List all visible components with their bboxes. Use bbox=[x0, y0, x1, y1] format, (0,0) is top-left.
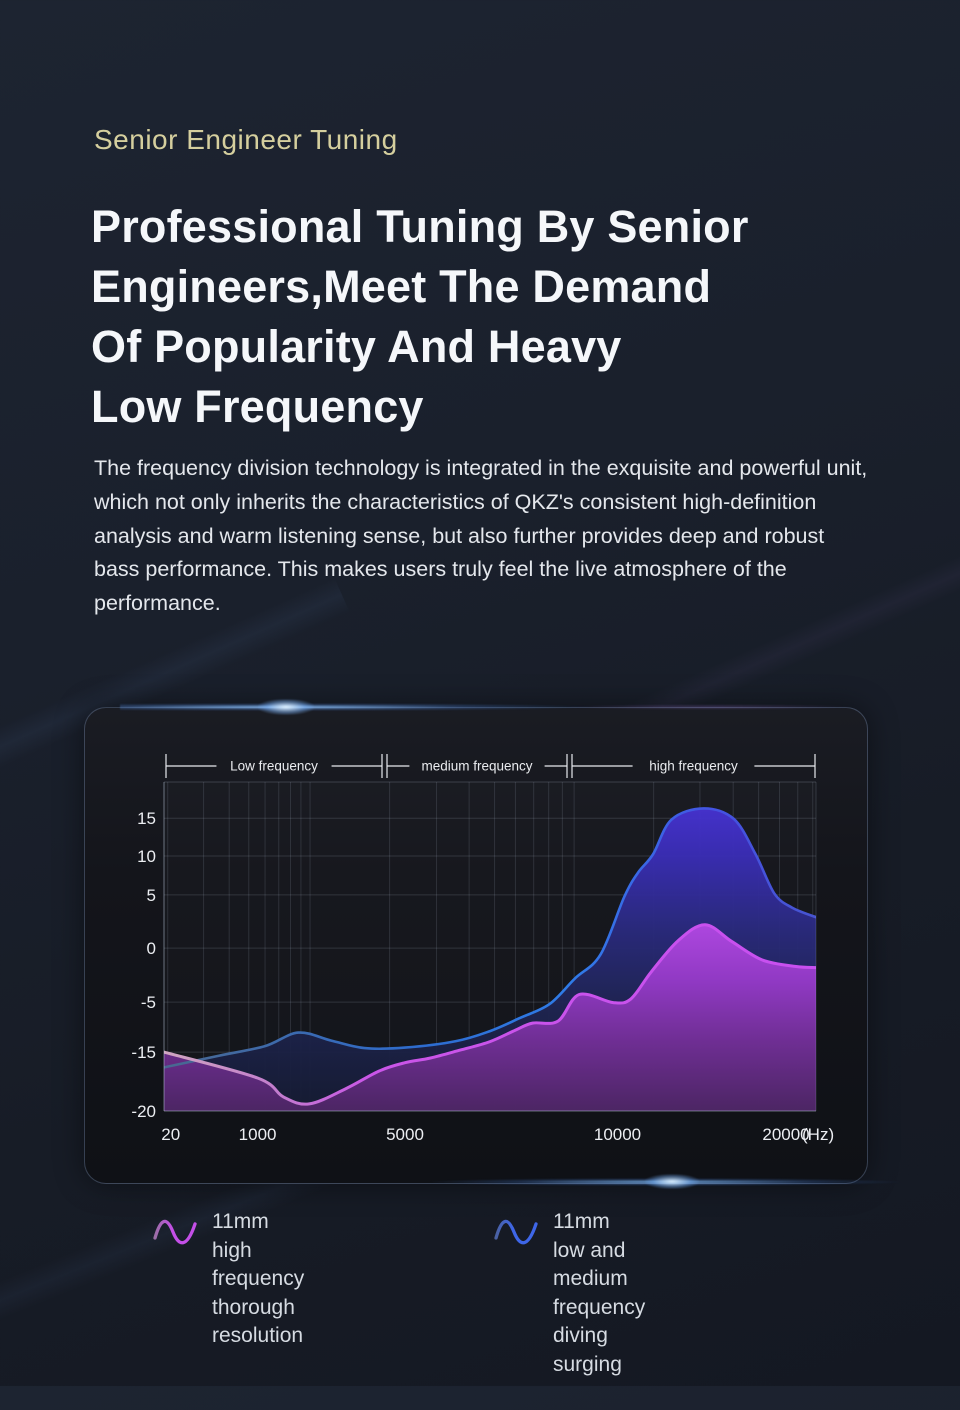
x-tick-label: 10000 bbox=[594, 1125, 641, 1144]
wave-icon bbox=[494, 1219, 538, 1245]
band-label: high frequency bbox=[649, 759, 738, 774]
series-areas bbox=[164, 807, 816, 1111]
y-tick-label: 5 bbox=[147, 886, 156, 905]
description-paragraph: The frequency division technology is int… bbox=[94, 456, 868, 616]
axis-frame bbox=[163, 781, 817, 1112]
page-title-line: Engineers,Meet The Demand bbox=[91, 261, 712, 312]
legend-label: 11mm high frequency thorough resolution bbox=[212, 1210, 305, 1347]
frequency-response-chart: Low frequency medium frequency high freque… bbox=[131, 754, 834, 1144]
y-tick-label: -20 bbox=[131, 1102, 156, 1121]
band-label: Low frequency bbox=[230, 759, 318, 774]
y-tick-label: 0 bbox=[147, 939, 156, 958]
x-axis-unit: (Hz) bbox=[802, 1125, 834, 1144]
wave-icon bbox=[153, 1219, 197, 1245]
high-frequency-line bbox=[164, 923, 816, 1106]
page-title-line: Of Popularity And Heavy bbox=[91, 321, 622, 372]
band-label: medium frequency bbox=[421, 759, 532, 774]
legend-label: 11mm low and medium frequency diving sur… bbox=[553, 1210, 646, 1376]
low-mid-frequency-line bbox=[164, 807, 816, 1069]
y-tick-label: -5 bbox=[141, 993, 156, 1012]
x-tick-label: 5000 bbox=[386, 1125, 424, 1144]
y-tick-label: 15 bbox=[137, 809, 156, 828]
page-title: Professional Tuning By Senior Engineers,… bbox=[91, 197, 911, 437]
y-tick-label: 10 bbox=[137, 847, 156, 866]
page-title-line: Low Frequency bbox=[91, 381, 424, 432]
axis-labels: 15 10 5 0 -5 -15 -20 20 1000 5000 10000 20000(Hz) bbox=[131, 809, 834, 1144]
y-tick-label: -15 bbox=[131, 1043, 156, 1062]
x-tick-label: 20 bbox=[161, 1125, 180, 1144]
frequency-chart-card: Low frequency medium frequency high freque… bbox=[84, 707, 868, 1184]
section-eyebrow: Senior Engineer Tuning bbox=[94, 124, 398, 155]
chart-legend: 11mm high frequency thorough resolution … bbox=[0, 1206, 960, 1376]
frequency-band-brackets: Low frequency medium frequency high freque… bbox=[165, 754, 816, 778]
page-title-line: Professional Tuning By Senior bbox=[91, 201, 749, 252]
x-tick-label: 1000 bbox=[239, 1125, 277, 1144]
x-tick-label: 20000 bbox=[762, 1125, 809, 1144]
